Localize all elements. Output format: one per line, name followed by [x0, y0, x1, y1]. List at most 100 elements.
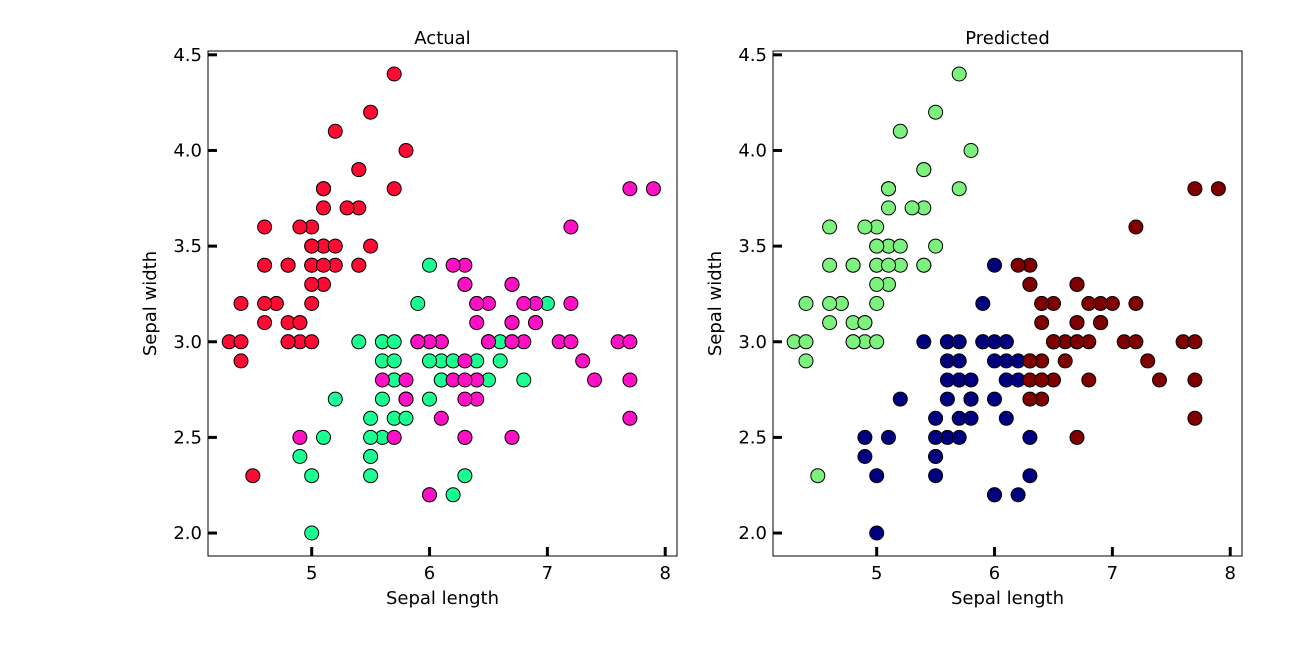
- actual-plot: Actual Sepal length Sepal width 5 6 7 8 2.0 2…: [140, 28, 678, 609]
- predicted-point-setosa: [822, 257, 838, 273]
- actual-point-virginica: [563, 334, 579, 350]
- actual-point-virginica: [457, 353, 473, 369]
- predicted-point-virginica: [1093, 315, 1109, 331]
- actual-point-setosa: [398, 143, 414, 158]
- actual-point-versicolor: [374, 391, 390, 407]
- predicted-point-setosa: [916, 257, 932, 273]
- predicted-point-virginica: [1081, 372, 1097, 388]
- actual-x-axis-label: Sepal length: [386, 588, 499, 609]
- predicted-point-setosa: [916, 162, 932, 178]
- predicted-point-virginica: [1081, 296, 1097, 311]
- predicted-point-setosa: [845, 257, 861, 273]
- actual-point-virginica: [563, 219, 579, 235]
- actual-y-tick-label: 3.5: [173, 236, 202, 257]
- predicted-point-versicolor: [928, 468, 944, 484]
- predicted-point-setosa: [892, 238, 908, 254]
- actual-point-virginica: [516, 296, 532, 311]
- actual-point-setosa: [304, 296, 320, 311]
- predicted-y-tick-label: 3.0: [738, 332, 767, 353]
- predicted-point-setosa: [951, 66, 967, 82]
- predicted-point-virginica: [1022, 276, 1038, 292]
- actual-points: [221, 66, 661, 541]
- predicted-point-versicolor: [987, 391, 1002, 407]
- predicted-point-versicolor: [975, 334, 991, 350]
- predicted-point-versicolor: [881, 429, 896, 445]
- predicted-y-tick-label: 2.5: [738, 427, 767, 448]
- actual-point-setosa: [280, 334, 296, 350]
- predicted-plot: Predicted Sepal length Sepal width 5 6 7 8 2…: [705, 28, 1243, 609]
- predicted-x-tick-label: 8: [1224, 563, 1235, 584]
- actual-point-virginica: [587, 372, 602, 388]
- actual-point-virginica: [481, 334, 496, 350]
- actual-point-virginica: [504, 276, 520, 292]
- actual-point-setosa: [351, 257, 367, 273]
- predicted-point-versicolor: [928, 449, 944, 464]
- predicted-point-versicolor: [892, 391, 908, 407]
- predicted-point-setosa: [869, 276, 885, 292]
- actual-point-setosa: [233, 334, 249, 350]
- actual-point-virginica: [622, 334, 638, 350]
- predicted-y-tick-label: 2.0: [738, 523, 767, 544]
- predicted-point-setosa: [881, 181, 896, 197]
- predicted-point-virginica: [1069, 276, 1085, 292]
- actual-point-setosa: [327, 123, 343, 139]
- actual-point-virginica: [504, 315, 520, 331]
- predicted-point-setosa: [845, 334, 861, 350]
- predicted-point-versicolor: [928, 410, 944, 426]
- predicted-point-versicolor: [998, 410, 1014, 426]
- actual-point-setosa: [257, 257, 273, 273]
- predicted-point-virginica: [1187, 372, 1203, 388]
- predicted-point-virginica: [1022, 353, 1038, 369]
- actual-point-versicolor: [386, 353, 402, 369]
- actual-x-tick-label: 7: [542, 563, 553, 584]
- predicted-point-setosa: [892, 123, 908, 139]
- predicted-point-virginica: [1010, 257, 1026, 273]
- actual-point-versicolor: [292, 449, 308, 464]
- predicted-point-versicolor: [963, 410, 979, 426]
- predicted-x-tick-label: 7: [1107, 563, 1118, 584]
- actual-y-axis-label: Sepal width: [140, 251, 161, 356]
- actual-point-versicolor: [445, 487, 461, 503]
- predicted-point-setosa: [928, 238, 944, 254]
- predicted-point-versicolor: [869, 525, 885, 541]
- actual-ticks: 5 6 7 8 2.0 2.5 3.0 3.5 4.0 4.5: [173, 45, 671, 584]
- actual-y-tick-label: 4.0: [173, 140, 202, 161]
- actual-point-setosa: [386, 66, 402, 82]
- actual-point-versicolor: [410, 296, 426, 311]
- actual-point-setosa: [351, 162, 367, 178]
- predicted-point-setosa: [963, 143, 979, 158]
- actual-point-virginica: [445, 257, 461, 273]
- predicted-point-virginica: [1057, 353, 1073, 369]
- actual-point-versicolor: [398, 410, 414, 426]
- predicted-point-versicolor: [975, 296, 991, 311]
- actual-point-setosa: [257, 219, 273, 235]
- actual-point-setosa: [363, 104, 379, 120]
- actual-point-virginica: [398, 372, 414, 388]
- actual-point-versicolor: [304, 525, 320, 541]
- actual-point-versicolor: [422, 391, 437, 407]
- predicted-point-versicolor: [928, 429, 944, 445]
- actual-point-virginica: [433, 410, 449, 426]
- actual-point-setosa: [339, 200, 355, 216]
- actual-point-setosa: [327, 238, 343, 254]
- actual-point-setosa: [280, 257, 296, 273]
- actual-point-virginica: [457, 372, 473, 388]
- predicted-point-virginica: [1187, 410, 1203, 426]
- predicted-point-setosa: [881, 257, 896, 273]
- predicted-point-virginica: [1187, 181, 1203, 197]
- actual-point-virginica: [457, 391, 473, 407]
- predicted-point-versicolor: [857, 429, 873, 445]
- actual-point-versicolor: [457, 468, 473, 484]
- actual-point-virginica: [528, 315, 544, 331]
- predicted-y-tick-label: 4.0: [738, 140, 767, 161]
- actual-point-versicolor: [422, 353, 437, 369]
- actual-y-tick-label: 2.5: [173, 427, 202, 448]
- actual-point-setosa: [316, 257, 331, 273]
- predicted-point-virginica: [1069, 315, 1085, 331]
- actual-point-versicolor: [422, 257, 437, 273]
- actual-point-versicolor: [386, 334, 402, 350]
- predicted-point-versicolor: [987, 353, 1002, 369]
- actual-point-virginica: [422, 487, 437, 503]
- actual-y-tick-label: 2.0: [173, 523, 202, 544]
- predicted-point-virginica: [1128, 334, 1144, 350]
